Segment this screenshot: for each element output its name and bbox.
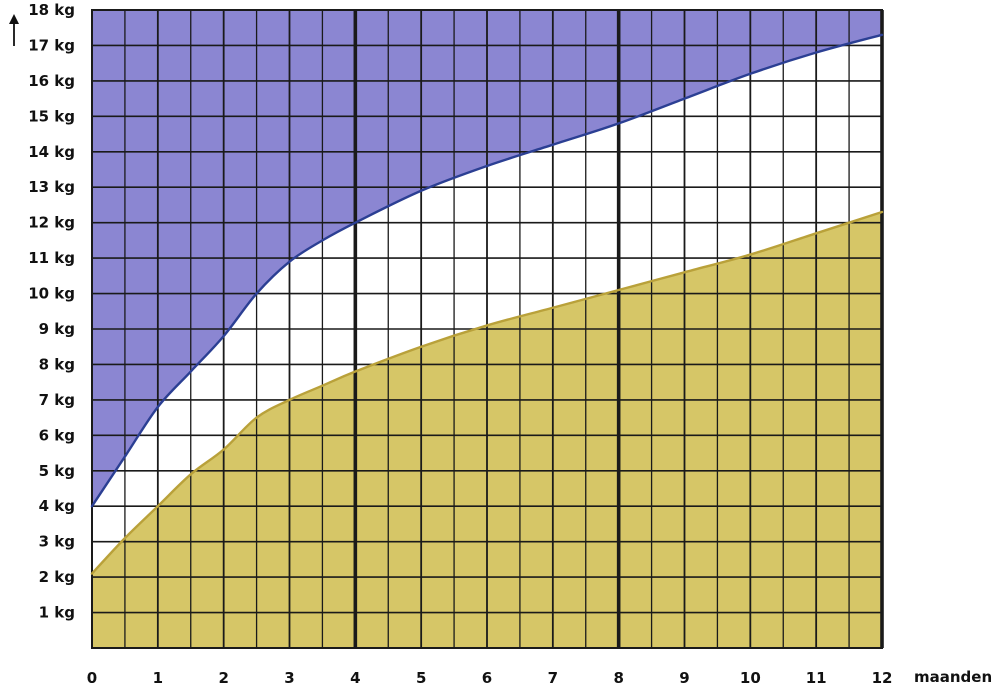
x-tick-label: 6 [482,669,492,687]
series-1-line [90,210,884,575]
x-tick-label: 12 [872,669,893,687]
x-tick-label: 0 [87,669,97,687]
x-tick-label: 1 [153,669,163,687]
x-axis-title: maanden [914,668,992,686]
y-tick-label: 3 kg [39,533,75,551]
y-tick-label: 7 kg [39,391,75,409]
x-tick-label: 3 [284,669,294,687]
x-tick-label: 5 [416,669,426,687]
series-0-line [90,33,884,508]
y-tick-label: 17 kg [28,36,75,54]
y-tick-label: 10 kg [28,285,75,303]
y-tick-label: 2 kg [39,568,75,586]
x-axis: 0 1 2 3 4 5 6 7 8 9 10 11 12 [87,669,893,687]
y-tick-label: 16 kg [28,72,75,90]
y-tick-label: 8 kg [39,355,75,373]
x-tick-label: 11 [806,669,827,687]
y-tick-label: 18 kg [28,1,75,19]
y-tick-label: 11 kg [28,249,75,267]
x-tick-label: 10 [740,669,761,687]
y-tick-label: 9 kg [39,320,75,338]
y-axis: 1 kg 2 kg 3 kg 4 kg 5 kg 6 kg 7 kg 8 kg 9 kg 10 k… [9,1,75,622]
y-tick-label: 1 kg [39,604,75,622]
x-tick-label: 4 [350,669,360,687]
plot-border [91,9,883,649]
x-tick-label: 9 [679,669,689,687]
y-tick-label: 6 kg [39,426,75,444]
y-axis-arrow-head [9,14,19,24]
x-tick-label: 8 [613,669,623,687]
chart-grid [91,9,884,649]
x-tick-label: 7 [548,669,558,687]
y-tick-label: 13 kg [28,178,75,196]
series-lines [90,33,884,575]
y-tick-label: 12 kg [28,214,75,232]
y-tick-label: 4 kg [39,497,75,515]
x-tick-label: 2 [218,669,228,687]
y-tick-label: 5 kg [39,462,75,480]
y-tick-label: 14 kg [28,143,75,161]
y-tick-label: 15 kg [28,107,75,125]
